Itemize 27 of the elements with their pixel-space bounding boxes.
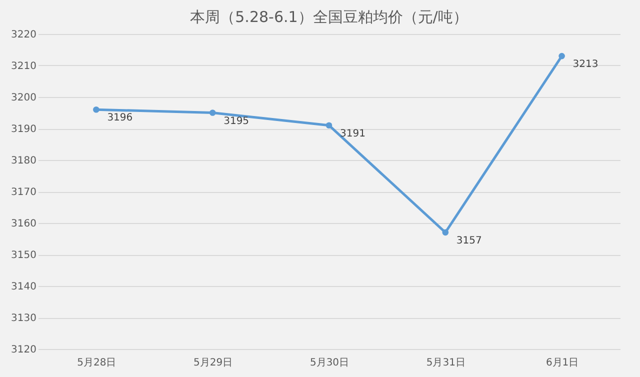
point — [558, 52, 565, 60]
y-tick-label: 3120 — [11, 344, 36, 356]
y-tick-label: 3190 — [11, 124, 36, 135]
data-label: 3157 — [456, 235, 482, 246]
x-tick-label: 5月29日 — [194, 358, 233, 368]
point — [209, 110, 216, 116]
data-label: 3213 — [572, 59, 598, 70]
data-label: 3191 — [340, 128, 366, 140]
point — [93, 106, 100, 113]
y-tick-label: 3150 — [11, 250, 36, 261]
y-tick-label: 3130 — [11, 313, 36, 324]
y-tick-label: 3210 — [11, 61, 36, 72]
chart-title: 本周（5.28-6.1）全国豆粕均价（元/吨） — [190, 8, 468, 26]
data-label: 3195 — [224, 116, 250, 127]
x-tick-label: 5月31日 — [426, 358, 466, 368]
x-tick-label: 6月1日 — [546, 358, 579, 368]
point — [442, 229, 449, 236]
x-tick-label: 5月30日 — [310, 358, 350, 368]
y-tick-label: 3200 — [11, 92, 36, 104]
x-tick-label: 5月28日 — [77, 358, 116, 368]
y-tick-label: 3220 — [11, 30, 36, 40]
y-tick-label: 3160 — [11, 218, 36, 230]
y-tick-label: 3140 — [11, 282, 36, 292]
y-tick-label: 3180 — [11, 156, 36, 166]
point — [326, 122, 332, 129]
y-tick-label: 3170 — [11, 187, 36, 198]
data-label: 3196 — [107, 112, 133, 124]
